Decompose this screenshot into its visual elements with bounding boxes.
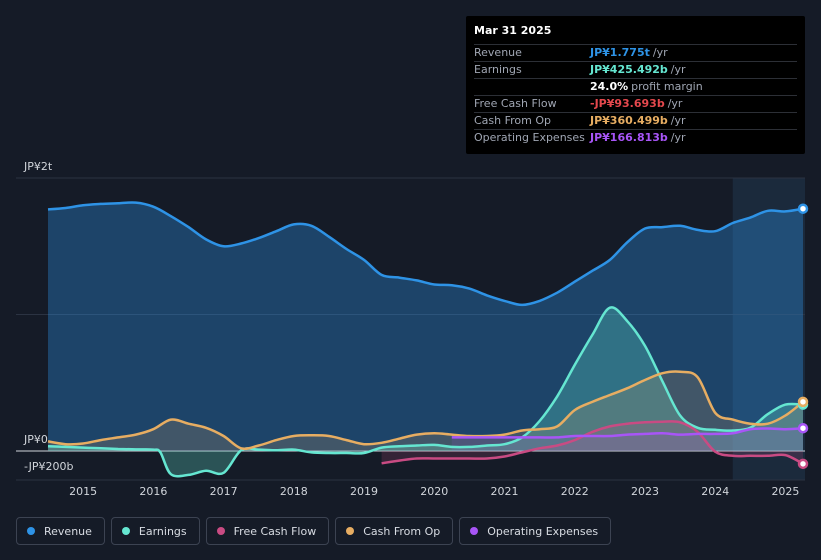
chart-legend: Revenue Earnings Free Cash Flow Cash From O…	[16, 517, 612, 545]
y-tick-label: JP¥0	[23, 433, 48, 446]
x-tick-label: 2025	[771, 485, 799, 498]
x-tick-label: 2015	[69, 485, 97, 498]
legend-dot-icon	[27, 527, 35, 535]
x-tick-label: 2017	[210, 485, 238, 498]
legend-label: Revenue	[44, 524, 92, 538]
tooltip-row-unit: /yr	[670, 63, 686, 76]
legend-item-earnings[interactable]: Earnings	[110, 517, 200, 545]
x-tick-label: 2021	[491, 485, 519, 498]
tooltip-row-label: Revenue	[474, 46, 522, 59]
area-earnings	[48, 307, 803, 477]
x-tick-label: 2018	[280, 485, 308, 498]
data-tooltip: Mar 31 2025 Revenue JP¥1.775t/yr Earnings J…	[466, 16, 805, 154]
y-tick-label: -JP¥200b	[24, 460, 73, 473]
tooltip-rows: Revenue JP¥1.775t/yr Earnings JP¥425.492b/y…	[474, 45, 797, 146]
y-tick-label: JP¥2t	[23, 160, 53, 173]
tooltip-row: Operating Expenses JP¥166.813b/yr	[474, 130, 797, 146]
series-lines	[47, 201, 804, 478]
line-revenue	[47, 201, 804, 307]
legend-dot-icon	[346, 527, 355, 535]
tooltip-row-value: JP¥166.813b	[590, 131, 668, 144]
axis: JP¥2t JP¥0 -JP¥200b 2015 2016 2017 2018 2019 202…	[23, 160, 799, 498]
x-tick-label: 2019	[350, 485, 378, 498]
end-marker-operating-expenses	[797, 422, 809, 434]
x-tick-label: 2023	[631, 485, 659, 498]
legend-item-revenue[interactable]: Revenue	[16, 517, 105, 545]
tooltip-row-label	[474, 79, 590, 95]
tooltip-row-value: 24.0%	[590, 80, 629, 93]
legend-item-cash-from-op[interactable]: Cash From Op	[335, 517, 454, 545]
legend-label: Free Cash Flow	[233, 524, 317, 538]
tooltip-row: Cash From Op JP¥360.499b/yr	[474, 113, 797, 130]
tooltip-row-value: -JP¥93.693b	[590, 97, 665, 110]
tooltip-row: Earnings JP¥425.492b/yr	[474, 62, 797, 79]
tooltip-row-label: Free Cash Flow	[474, 97, 557, 110]
tooltip-row: 24.0% profit margin	[474, 79, 797, 96]
tooltip-row-unit: /yr	[670, 114, 686, 127]
x-tick-label: 2024	[701, 485, 729, 498]
tooltip-row: Revenue JP¥1.775t/yr	[474, 45, 797, 62]
tooltip-row-unit: profit margin	[631, 80, 703, 93]
end-marker-revenue	[797, 203, 809, 214]
tooltip-row-value: JP¥425.492b	[590, 63, 668, 76]
area-revenue	[48, 202, 803, 451]
legend-label: Cash From Op	[363, 524, 441, 538]
legend-label: Earnings	[138, 524, 187, 538]
area-cash-from-op	[48, 371, 803, 451]
x-tick-label: 2022	[561, 485, 589, 498]
tooltip-row-unit: /yr	[667, 97, 683, 110]
legend-item-operating-expenses[interactable]: Operating Expenses	[459, 517, 612, 545]
tooltip-row-unit: /yr	[652, 46, 668, 59]
line-free-cash-flow	[381, 420, 804, 465]
line-cash-from-op	[47, 370, 804, 450]
line-operating-expenses	[451, 426, 804, 439]
end-marker-free-cash-flow	[797, 458, 809, 470]
legend-dot-icon	[216, 527, 225, 535]
line-earnings	[47, 306, 804, 478]
tooltip-row-label: Cash From Op	[474, 114, 552, 127]
x-tick-label: 2020	[420, 485, 448, 498]
series-end-markers	[797, 203, 809, 470]
legend-dot-icon	[470, 527, 479, 535]
tooltip-row-label: Operating Expenses	[474, 131, 585, 144]
tooltip-row: Free Cash Flow -JP¥93.693b/yr	[474, 96, 797, 113]
legend-dot-icon	[121, 527, 130, 535]
x-tick-label: 2016	[139, 485, 167, 498]
tooltip-row-value: JP¥360.499b	[590, 114, 668, 127]
tooltip-row-label: Earnings	[474, 63, 522, 76]
tooltip-row-unit: /yr	[670, 131, 686, 144]
legend-label: Operating Expenses	[487, 524, 599, 538]
end-marker-cash-from-op	[797, 396, 809, 408]
legend-item-free-cash-flow[interactable]: Free Cash Flow	[205, 517, 330, 545]
tooltip-row-value: JP¥1.775t	[590, 46, 650, 59]
tooltip-date: Mar 31 2025	[474, 25, 797, 45]
